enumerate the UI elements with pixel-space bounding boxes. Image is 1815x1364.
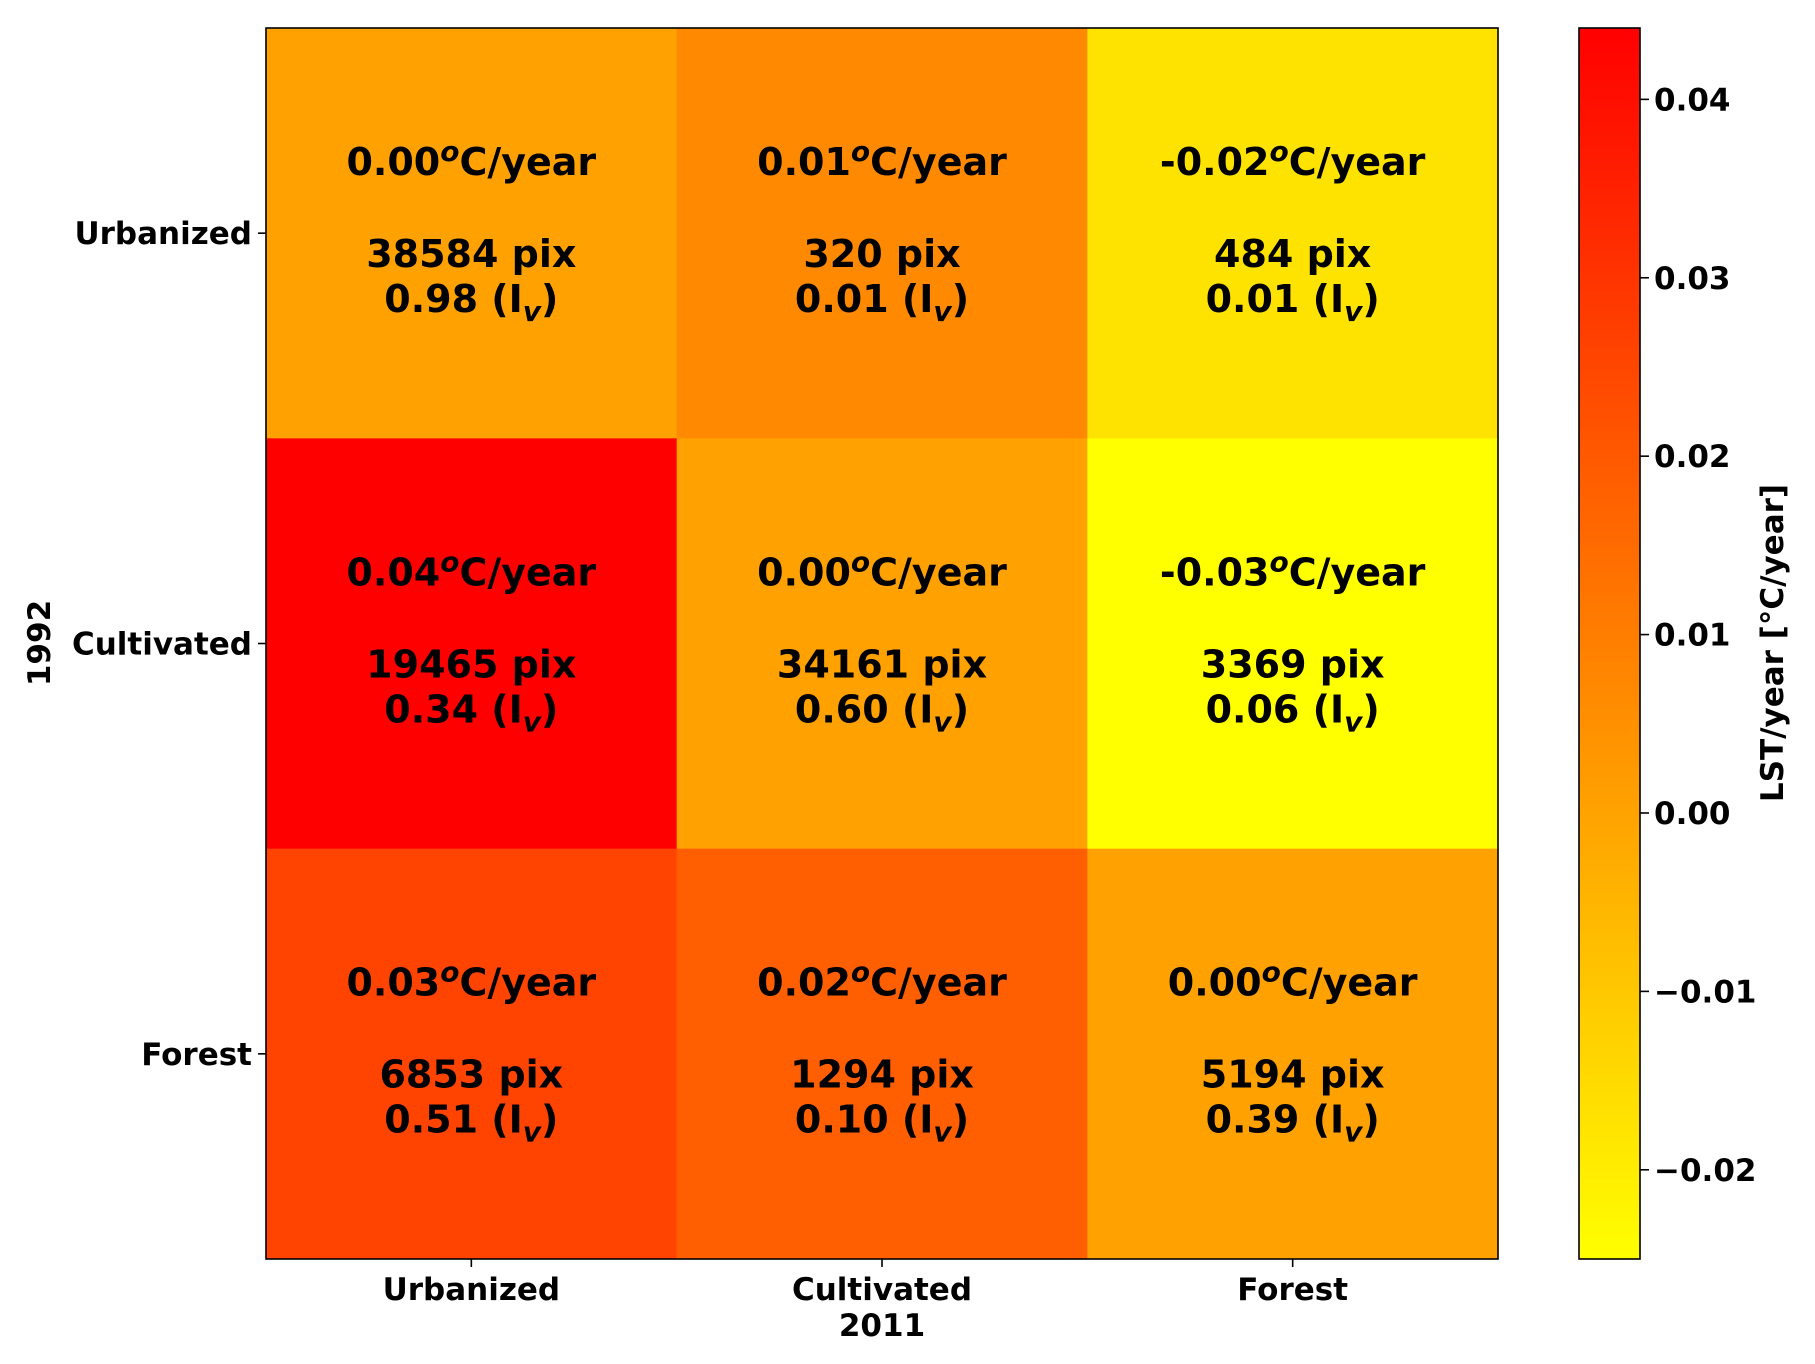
colorbar-label: LST/year [°C/year] bbox=[1755, 484, 1791, 802]
colorbar-tick-label: −0.01 bbox=[1654, 974, 1756, 1010]
colorbar-ticks: 0.04 0.03 0.02 0.01 0.00 −0.01 −0.02 bbox=[1640, 82, 1756, 1189]
cell-iv-label: 0.01 (Iv) bbox=[795, 277, 969, 328]
cell-rate-label: 0.02oC/year bbox=[757, 956, 1007, 1005]
cell-rate-label: 0.00oC/year bbox=[346, 135, 596, 184]
heatmap-cell bbox=[676, 28, 1088, 439]
colorbar-tick-label: 0.00 bbox=[1654, 796, 1731, 832]
cell-iv-label: 0.06 (Iv) bbox=[1206, 687, 1380, 738]
cell-rate-label: -0.03oC/year bbox=[1160, 545, 1426, 594]
cell-pix-label: 19465 pix bbox=[366, 642, 576, 686]
heatmap-cell bbox=[676, 848, 1088, 1260]
colorbar-tick-label: 0.01 bbox=[1654, 618, 1731, 654]
cell-pix-label: 1294 pix bbox=[790, 1053, 974, 1097]
cell-rate-label: 0.04oC/year bbox=[346, 545, 596, 594]
heatmap-cell bbox=[266, 28, 678, 439]
cell-rate-label: 0.00oC/year bbox=[757, 545, 1007, 594]
heatmap-cell bbox=[676, 438, 1088, 850]
heatmap-cell bbox=[1087, 848, 1499, 1260]
cell-iv-label: 0.01 (Iv) bbox=[1206, 277, 1380, 328]
cell-pix-label: 38584 pix bbox=[366, 232, 576, 276]
cell-iv-label: 0.60 (Iv) bbox=[795, 687, 969, 738]
cell-iv-label: 0.34 (Iv) bbox=[384, 687, 558, 738]
heatmap-cell bbox=[1087, 28, 1499, 439]
cell-rate-label: 0.03oC/year bbox=[346, 956, 596, 1005]
cell-pix-label: 484 pix bbox=[1214, 232, 1371, 276]
cell-iv-label: 0.39 (Iv) bbox=[1206, 1098, 1380, 1149]
colorbar bbox=[1578, 27, 1641, 1260]
heatmap-cell bbox=[266, 848, 678, 1260]
cell-pix-label: 3369 pix bbox=[1201, 642, 1385, 686]
cell-iv-label: 0.51 (Iv) bbox=[384, 1098, 558, 1149]
colorbar-tick-label: 0.02 bbox=[1654, 439, 1731, 475]
colorbar-tick-label: 0.03 bbox=[1654, 261, 1731, 297]
x-tick-label: Cultivated bbox=[792, 1272, 972, 1308]
y-tick-label: Urbanized bbox=[74, 216, 252, 252]
cell-pix-label: 5194 pix bbox=[1201, 1053, 1385, 1097]
cell-pix-label: 320 pix bbox=[803, 232, 960, 276]
cell-rate-label: -0.02oC/year bbox=[1160, 135, 1426, 184]
colorbar-tick-label: 0.04 bbox=[1654, 82, 1731, 118]
x-tick-label: Forest bbox=[1237, 1272, 1348, 1308]
cell-iv-label: 0.10 (Iv) bbox=[795, 1098, 969, 1149]
colorbar-tick-label: −0.02 bbox=[1654, 1153, 1756, 1189]
cell-iv-label: 0.98 (Iv) bbox=[384, 277, 558, 328]
y-tick-label: Forest bbox=[141, 1037, 252, 1073]
ticks-layer: Urbanized Cultivated Forest Urbanized Cultiv… bbox=[72, 216, 1348, 1308]
x-axis-label: 2011 bbox=[839, 1308, 925, 1344]
y-tick-label: Cultivated bbox=[72, 627, 252, 663]
cell-rate-label: 0.01oC/year bbox=[757, 135, 1007, 184]
cell-rate-label: 0.00oC/year bbox=[1168, 956, 1418, 1005]
heatmap-cell bbox=[266, 438, 678, 850]
x-tick-label: Urbanized bbox=[383, 1272, 561, 1308]
heatmap-cell bbox=[1087, 438, 1499, 850]
cell-pix-label: 34161 pix bbox=[777, 642, 987, 686]
y-axis-label: 1992 bbox=[22, 600, 58, 686]
cell-pix-label: 6853 pix bbox=[379, 1053, 563, 1097]
